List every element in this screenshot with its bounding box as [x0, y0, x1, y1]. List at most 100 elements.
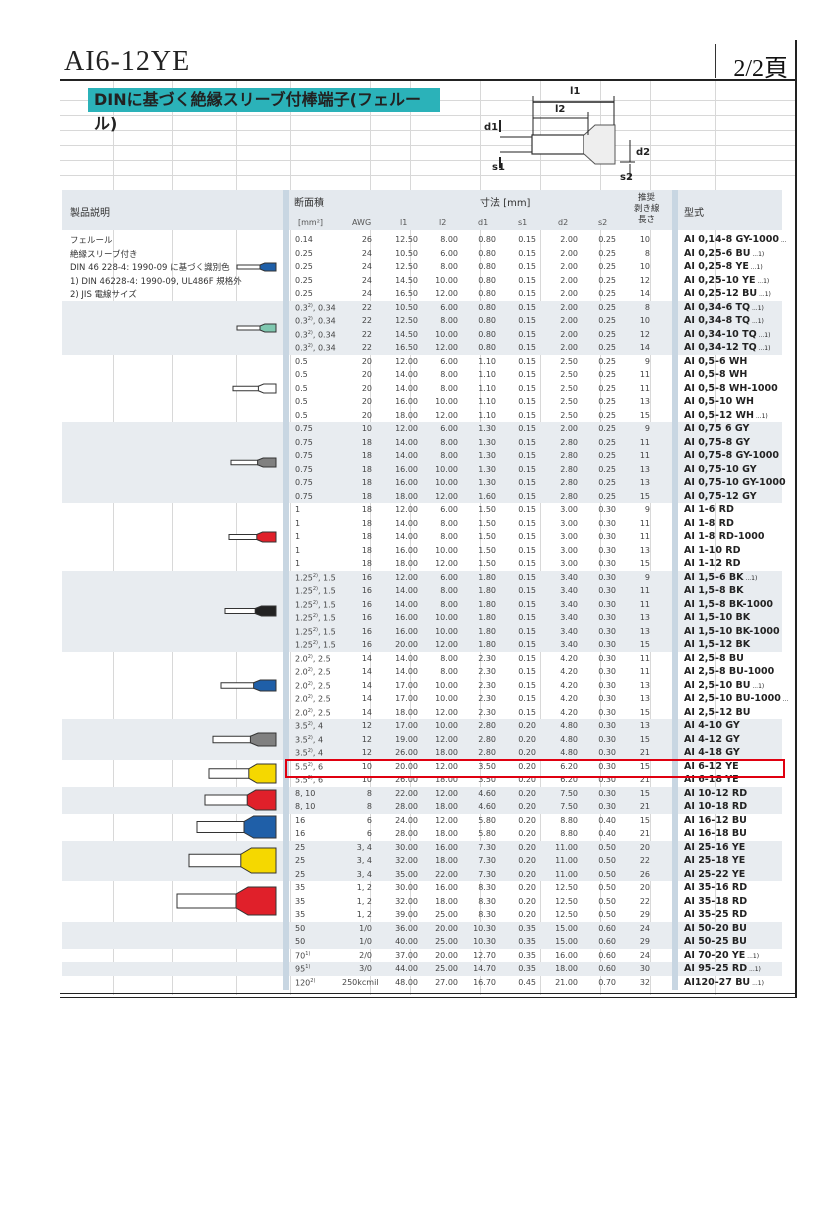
- ferrule-icon: [236, 323, 277, 332]
- cross-section-cell: 0.32), 0.34: [295, 316, 336, 326]
- awg-cell: 6: [366, 815, 372, 825]
- grid-line: [60, 175, 795, 176]
- d1-cell: 0.80: [478, 275, 496, 285]
- awg-cell: 1, 2: [356, 896, 372, 906]
- part-number: AI 16-12 BU: [684, 814, 747, 826]
- l2-cell: 8.00: [440, 451, 458, 460]
- awg-cell: 10: [361, 424, 372, 433]
- awg-cell: 6: [366, 829, 372, 838]
- d1-cell: 7.30: [478, 869, 496, 879]
- l1-cell: 14.00: [395, 667, 418, 676]
- s2-cell: 0.25: [598, 316, 616, 325]
- l2-cell: 18.00: [435, 856, 458, 865]
- cross-section-cell: 0.32), 0.34: [295, 302, 336, 313]
- cross-section-cell: 1: [295, 545, 301, 555]
- table-row: 2.02), 2.5 14 17.00 10.00 2.30 0.15 4.20 0.30 13…: [62, 692, 788, 706]
- ferrule-icon: [188, 847, 277, 874]
- l2-cell: 8.00: [440, 316, 458, 325]
- d2-cell: 18.00: [555, 964, 578, 973]
- l1-cell: 12.00: [395, 505, 418, 514]
- l1-cell: 30.00: [395, 883, 418, 892]
- d2-cell: 2.00: [560, 316, 578, 325]
- awg-cell: 20: [361, 383, 372, 393]
- l2-cell: 25.00: [435, 937, 458, 946]
- d1-cell: 0.80: [478, 289, 496, 298]
- cross-section-cell: 0.32), 0.34: [295, 329, 336, 340]
- s2-cell: 0.25: [598, 235, 616, 244]
- part-number: AI 0,25-8 YE ...1): [684, 261, 763, 272]
- part-number: AI 1,5-12 BK: [684, 639, 751, 650]
- grid-line: [370, 80, 371, 995]
- awg-cell: 3/0: [359, 964, 372, 973]
- table-row: 25 3, 4 35.00 22.00 7.30 0.20 11.00 0.50 26 AI 25…: [62, 867, 782, 881]
- s2-cell: 0.30: [598, 640, 616, 649]
- s1-cell: 0.20: [518, 829, 536, 838]
- strip-length-cell: 13: [639, 464, 650, 474]
- part-number: AI 2,5-10 BU ...1): [684, 679, 765, 691]
- l2-cell: 18.00: [435, 748, 458, 757]
- grid-line: [60, 145, 795, 146]
- d1-cell: 8.30: [478, 910, 496, 919]
- part-number: AI 95-25 RD ...1): [684, 963, 761, 974]
- l2-cell: 18.00: [435, 896, 458, 906]
- d2-cell: 3.40: [560, 572, 578, 582]
- header-description: 製品説明: [70, 208, 110, 219]
- cross-section-cell: 1: [295, 518, 301, 528]
- awg-cell: 10: [361, 775, 372, 784]
- strip-length-cell: 21: [639, 775, 650, 784]
- l2-cell: 12.00: [435, 788, 458, 798]
- l2-cell: 6.00: [440, 248, 458, 258]
- d1-cell: 5.80: [478, 829, 496, 838]
- part-number: AI 10-18 RD: [684, 801, 748, 812]
- l1-cell: 17.00: [395, 680, 418, 690]
- l2-cell: 6.00: [440, 356, 458, 366]
- awg-cell: 1, 2: [356, 883, 372, 892]
- grid-line: [60, 115, 795, 116]
- strip-length-cell: 15: [639, 707, 650, 717]
- page-number: 2/2頁: [733, 56, 788, 82]
- table-row: 0.25 24 14.50 10.00 0.80 0.15 2.00 0.25 12 AI 0,2…: [62, 274, 782, 288]
- s2-cell: 0.25: [598, 451, 616, 460]
- d2-cell: 3.40: [560, 640, 578, 649]
- part-number: AI 0,34-12 TQ ...1): [684, 342, 771, 353]
- strip-length-cell: 13: [639, 545, 650, 555]
- d2-cell: 2.00: [560, 289, 578, 298]
- s1-cell: 0.20: [518, 721, 536, 730]
- cross-section-cell: 0.5: [295, 356, 308, 366]
- l2-cell: 12.00: [435, 761, 458, 771]
- awg-cell: 12: [361, 734, 372, 744]
- part-number: AI 1,5-8 BK-1000: [684, 598, 774, 610]
- l1-cell: 20.00: [395, 640, 418, 649]
- l2-cell: 25.00: [435, 910, 458, 919]
- cross-section-cell: 25: [295, 856, 306, 865]
- awg-cell: 3, 4: [356, 842, 372, 852]
- awg-cell: 18: [361, 478, 372, 487]
- strip-length-cell: 15: [639, 734, 650, 744]
- cross-section-cell: 50: [295, 937, 306, 946]
- cross-section-cell: 5.52), 6: [295, 761, 324, 772]
- l2-cell: 18.00: [435, 775, 458, 784]
- grid-line: [290, 80, 291, 995]
- part-number: AI 0,75-10 GY-1000: [684, 477, 786, 488]
- d2-cell: 7.50: [560, 788, 578, 798]
- part-number: AI 0,14-8 GY-1000 ...: [684, 234, 787, 245]
- grid-line: [113, 80, 114, 995]
- header-type: 型式: [684, 208, 704, 219]
- l1-cell: 12.00: [395, 572, 418, 582]
- sheet-bottom-border: [60, 993, 797, 998]
- s1-cell: 0.15: [518, 275, 536, 285]
- part-number: AI 0,34-8 TQ ...1): [684, 315, 764, 326]
- strip-length-cell: 14: [639, 343, 650, 352]
- cross-section-cell: 701): [295, 950, 311, 961]
- cross-section-cell: 2.02), 2.5: [295, 653, 331, 664]
- d1-cell: 1.80: [478, 586, 496, 595]
- l1-cell: 14.00: [395, 370, 418, 379]
- cross-section-cell: 35: [295, 910, 306, 919]
- strip-length-cell: 11: [639, 437, 650, 447]
- d1-cell: 10.30: [473, 923, 496, 933]
- table-row: 5.52), 6 10 26.00 18.00 3.50 0.20 6.20 0.30 21 AI…: [62, 773, 782, 787]
- d2-cell: 7.50: [560, 802, 578, 811]
- description-line: 絶縁スリーブ付き: [70, 249, 138, 260]
- d1-cell: 7.30: [478, 842, 496, 852]
- awg-cell: 12: [361, 748, 372, 757]
